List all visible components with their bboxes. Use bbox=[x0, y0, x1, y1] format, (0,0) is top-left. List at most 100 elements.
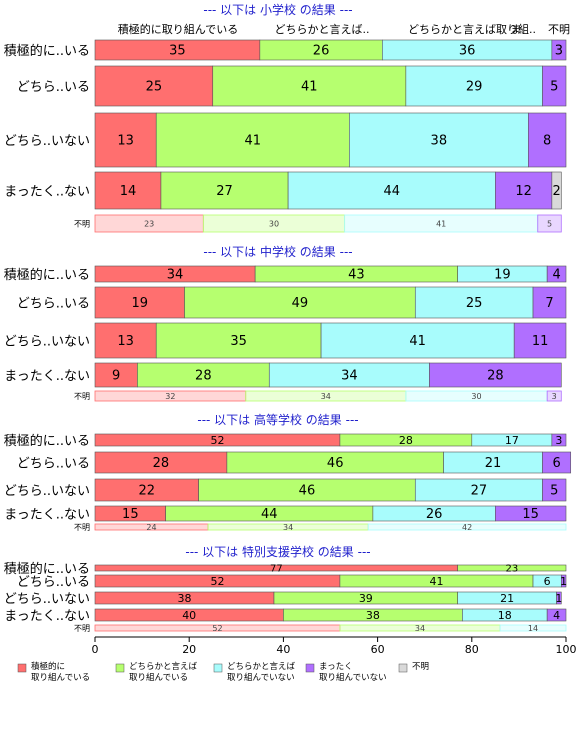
data-label: 25 bbox=[466, 296, 483, 311]
data-label: 34 bbox=[415, 624, 425, 633]
bar-segment bbox=[155, 322, 322, 359]
top-label-2: どちらかと言えば取り組.. bbox=[408, 23, 536, 36]
data-label: 5 bbox=[547, 219, 552, 228]
data-label: 8 bbox=[543, 134, 551, 149]
panel-1: --- 以下は 中学校 の結果 --- 積極的に..いる 34 43 19 4 どちら..い… bbox=[4, 244, 567, 402]
bar-segment bbox=[414, 286, 534, 319]
data-label: 46 bbox=[299, 484, 316, 499]
top-label-3: ま bbox=[511, 23, 522, 36]
bar-segment bbox=[546, 265, 567, 283]
bar-segment bbox=[457, 564, 567, 572]
bar-segment bbox=[546, 390, 562, 402]
row-label: 不明 bbox=[74, 523, 90, 532]
data-label: 1 bbox=[560, 575, 567, 588]
data-label: 35 bbox=[169, 44, 186, 59]
legend-swatch bbox=[17, 663, 27, 673]
data-label: 18 bbox=[498, 609, 512, 622]
bar-segment bbox=[94, 362, 138, 388]
bar-segment bbox=[405, 65, 543, 107]
data-label: 28 bbox=[487, 369, 504, 384]
bar-segment bbox=[513, 322, 567, 359]
bar-segment bbox=[546, 608, 567, 622]
legend-label: どちらかと言えば取り組んでいる bbox=[129, 661, 198, 683]
data-label: 29 bbox=[466, 80, 483, 95]
bar-segment bbox=[537, 214, 562, 233]
data-label: 11 bbox=[532, 334, 549, 349]
legend: 積極的に取り組んでいるどちらかと言えば取り組んでいるどちらかと言えば取り組んでい… bbox=[17, 661, 429, 683]
data-label: 52 bbox=[212, 624, 222, 633]
x-tick-label: 0 bbox=[92, 643, 99, 656]
panel-title: --- 以下は 中学校 の結果 --- bbox=[203, 244, 352, 259]
bar-segment bbox=[160, 171, 289, 210]
x-axis: 0 20 40 60 80 100 bbox=[92, 636, 577, 656]
legend-label-line: 取り組んでいる bbox=[31, 672, 90, 683]
data-label: 41 bbox=[429, 575, 443, 588]
bar-segment bbox=[532, 286, 567, 319]
data-label: 27 bbox=[471, 484, 488, 499]
panel-2: --- 以下は 高等学校 の結果 --- 積極的に..いる 52 28 17 3 どちら..… bbox=[4, 412, 572, 532]
data-label: 3 bbox=[555, 434, 562, 447]
bar-segment bbox=[542, 65, 567, 107]
data-label: 41 bbox=[409, 334, 426, 349]
data-label: 28 bbox=[399, 434, 413, 447]
data-label: 17 bbox=[505, 434, 519, 447]
bar-segment bbox=[155, 112, 350, 168]
legend-swatch bbox=[115, 663, 125, 673]
legend-label-line: 不明 bbox=[412, 662, 429, 672]
row-label: どちら..いない bbox=[4, 134, 90, 149]
row-label: どちら..いる bbox=[17, 297, 90, 312]
bar-segment bbox=[268, 362, 430, 388]
row-label: まったく..ない bbox=[4, 508, 90, 523]
bar-segment bbox=[551, 39, 567, 61]
top-label-0: 積極的に取り組んでいる bbox=[118, 22, 238, 36]
data-label: 19 bbox=[131, 296, 148, 311]
x-tick-label: 100 bbox=[556, 643, 577, 656]
row-label: 積極的に..いる bbox=[4, 433, 90, 449]
bar-segment bbox=[184, 286, 416, 319]
data-label: 38 bbox=[431, 134, 448, 149]
bar-segment bbox=[429, 362, 562, 388]
data-label: 12 bbox=[515, 184, 532, 199]
legend-label: どちらかと言えば取り組んでいない bbox=[227, 661, 296, 683]
bar-segment bbox=[499, 624, 567, 632]
data-label: 28 bbox=[153, 456, 170, 471]
row-label: まったく..ない bbox=[4, 609, 90, 624]
data-label: 21 bbox=[485, 456, 502, 471]
legend-label-line: 積極的に bbox=[31, 661, 65, 672]
chart-panels: --- 以下は 小学校 の結果 ---積極的に..いる 35 26 36 3どちら..い… bbox=[4, 2, 572, 633]
data-label: 9 bbox=[112, 369, 120, 384]
data-label: 3 bbox=[552, 392, 557, 401]
row-label: 不明 bbox=[74, 392, 90, 401]
legend-label-line: 取り組んでいる bbox=[129, 672, 188, 683]
row-label: 積極的に..いる bbox=[4, 43, 90, 59]
bar-segment bbox=[542, 451, 572, 474]
bar-segment bbox=[528, 112, 567, 168]
data-label: 28 bbox=[195, 369, 212, 384]
row-label: 不明 bbox=[74, 220, 90, 229]
data-label: 5 bbox=[550, 80, 558, 95]
data-label: 7 bbox=[545, 296, 553, 311]
data-label: 41 bbox=[301, 80, 318, 95]
data-label: 13 bbox=[117, 334, 134, 349]
x-tick-label: 80 bbox=[465, 643, 479, 656]
legend-label-line: 取り組んでいない bbox=[319, 672, 387, 683]
bar-segment bbox=[495, 171, 553, 210]
data-label: 6 bbox=[552, 456, 560, 471]
top-label-1: どちらかと言えば.. bbox=[275, 23, 370, 36]
data-label: 34 bbox=[341, 369, 358, 384]
panel-0: --- 以下は 小学校 の結果 --- 積極的に..いる 35 26 36 3 どちら..い… bbox=[4, 2, 567, 233]
bar-segment bbox=[367, 523, 567, 531]
bar-segment bbox=[495, 505, 567, 522]
row-label: 不明 bbox=[74, 624, 90, 633]
legend-label-line: どちらかと言えば bbox=[227, 661, 296, 672]
data-label: 43 bbox=[348, 268, 365, 283]
x-tick-label: 20 bbox=[182, 643, 196, 656]
data-label: 34 bbox=[321, 392, 331, 401]
data-label: 19 bbox=[494, 268, 511, 283]
bar-segment bbox=[560, 574, 567, 588]
row-label: どちら..いる bbox=[17, 457, 90, 472]
row-label: 積極的に..いる bbox=[4, 561, 90, 577]
data-label: 26 bbox=[313, 44, 330, 59]
bar-segment bbox=[542, 478, 567, 502]
